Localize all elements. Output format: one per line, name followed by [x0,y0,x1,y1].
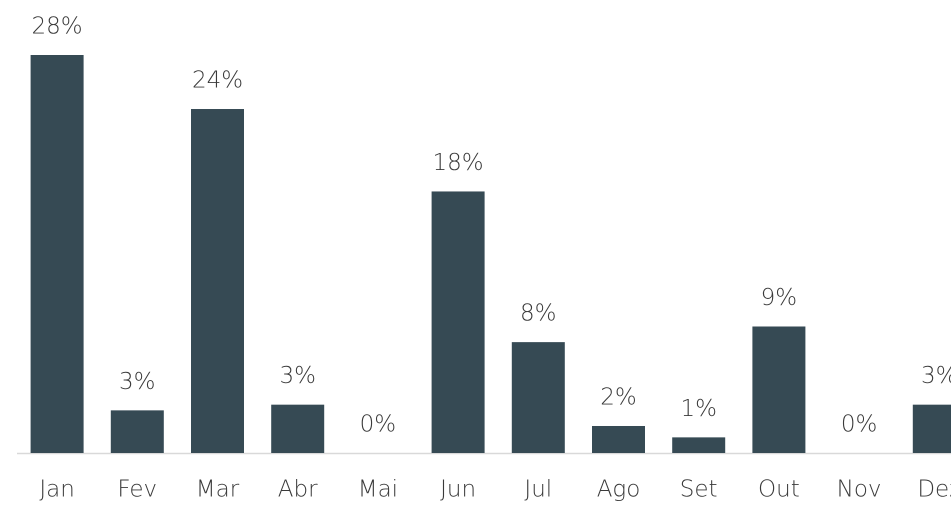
data-label: 18% [433,150,484,176]
bar [30,55,84,453]
x-tick-label: Jun [440,477,476,503]
data-label: 28% [32,14,83,40]
data-label: 9% [761,285,798,311]
x-tick-label: Jul [524,477,552,503]
x-tick-label: Ago [597,477,641,503]
data-label: 3% [921,363,951,389]
x-tick-label: Abr [278,477,318,503]
x-tick-label: Mar [196,477,240,503]
bar [511,342,565,453]
data-label: 0% [360,412,397,438]
x-tick-label: Fev [117,477,157,503]
x-tick-label: Mai [358,477,398,503]
data-label: 1% [680,396,717,422]
data-label: 2% [600,384,637,410]
bar [431,191,485,453]
x-tick-label: Out [758,477,800,503]
data-label: 3% [119,369,156,395]
bar [110,410,164,453]
x-tick-label: Dez [917,477,951,503]
bar [912,404,951,453]
bar [672,437,726,453]
bar [592,425,645,453]
bar [191,109,244,453]
bar [752,326,806,453]
bar [271,404,325,453]
x-tick-label: Nov [837,477,882,503]
x-tick-label: Set [680,477,718,503]
data-label: 8% [520,301,557,327]
data-label: 24% [192,68,243,94]
data-label: 0% [841,412,878,438]
x-tick-label: Jan [39,477,74,503]
data-label: 3% [279,363,316,389]
